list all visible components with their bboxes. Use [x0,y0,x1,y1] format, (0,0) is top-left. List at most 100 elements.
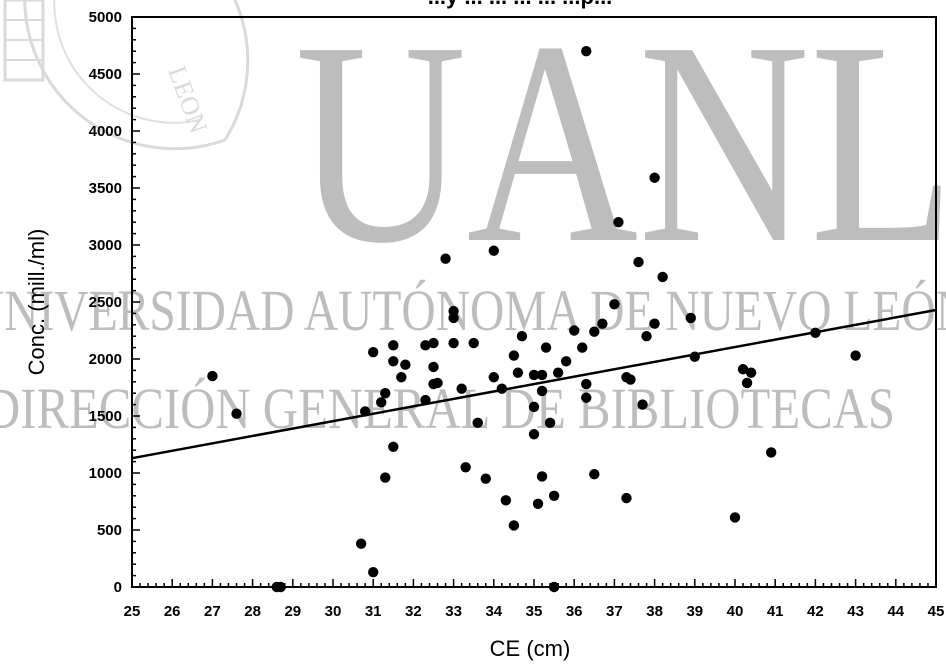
data-point [544,417,556,429]
seal-text: LEON [162,62,213,137]
y-tick-label: 2500 [89,294,122,311]
data-point [613,217,624,228]
x-tick-label: 32 [405,603,422,620]
x-tick-label: 43 [847,603,864,620]
data-point [540,342,552,353]
x-tick-label: 42 [807,603,824,620]
trendline [131,308,937,460]
data-point [528,369,540,381]
data-point [850,350,861,361]
data-point [577,342,588,353]
x-tick-label: 29 [284,603,301,620]
data-point [388,340,399,351]
x-tick-label: 38 [646,603,663,620]
data-point [207,370,218,382]
y-tick-label: 1000 [89,465,122,482]
seal-ring [23,0,250,151]
data-point [741,377,753,389]
data-point [460,462,471,473]
watermark: LEON UANL UNIVERSIDAD AUTÓNOMA DE NUEVO … [0,0,946,441]
data-point [472,417,483,429]
y-tick-label: 4500 [89,66,122,83]
data-point [625,374,636,385]
data-point [765,447,777,458]
data-point [552,367,564,378]
data-point [641,331,652,342]
data-point [685,312,696,324]
data-point [512,367,524,378]
data-point [528,401,540,413]
data-point [569,325,580,336]
data-point [368,566,379,578]
y-tick-label: 5000 [89,9,122,26]
data-point [581,46,592,57]
data-point [468,337,479,349]
scatter-points [207,46,861,593]
data-point [508,350,520,361]
x-tick-labels: 25 26 27 28 29 30 31 32 33 34 35 36 37 38 39 40 41 42 43 44… [124,603,945,620]
data-point [432,377,443,389]
data-point [729,512,741,523]
watermark-line1: UNIVERSIDAD AUTÓNOMA DE NUEVO LEÓN [0,278,946,343]
data-point [480,473,491,484]
watermark-line2: DIRECCIÓN GENERAL DE BIBLIOTECAS [0,376,895,441]
x-tick-label: 28 [244,603,261,620]
x-tick-label: 26 [164,603,181,620]
data-point [745,367,757,378]
data-point [536,471,548,482]
data-point [548,581,560,593]
data-point [581,378,592,390]
data-point [488,372,499,383]
x-tick-label: 33 [445,603,462,620]
data-point [633,256,644,268]
x-tick-label: 41 [767,603,784,620]
data-point [448,337,459,349]
data-point [428,361,439,373]
watermark-big: UANL [295,0,946,303]
data-point [376,397,387,408]
data-point [581,392,592,403]
x-tick-label: 44 [887,603,904,620]
data-point [420,340,431,351]
y-tick-labels: 0 500 1000 1500 2000 2500 3000 3500 4000 4500 5000 [89,9,122,596]
data-point [388,441,399,452]
y-tick-label: 500 [97,522,122,539]
axis-ticks [131,16,937,588]
y-tick-label: 2000 [89,351,122,368]
data-point [231,408,242,419]
data-point [589,326,600,337]
data-point [609,299,620,310]
x-tick-label: 45 [928,603,945,620]
x-tick-label: 25 [124,603,141,620]
data-point [500,495,512,506]
x-tick-label: 39 [686,603,703,620]
data-point [428,337,439,349]
data-point [488,245,499,256]
x-tick-label: 30 [325,603,342,620]
data-point [275,581,286,593]
data-point [536,369,548,381]
y-tick-label: 3000 [89,237,122,254]
data-point [621,492,632,504]
data-point [637,399,648,410]
data-point [536,385,548,397]
data-point [589,468,600,480]
data-point [400,359,411,370]
data-point [649,318,660,329]
data-point [737,364,749,375]
data-point [649,172,660,183]
data-point [560,356,572,367]
y-tick-label: 4000 [89,123,122,140]
x-tick-label: 27 [204,603,221,620]
data-point [597,318,608,329]
x-tick-label: 40 [727,603,744,620]
y-tick-label: 1500 [89,408,122,425]
x-tick-label: 36 [566,603,583,620]
y-tick-label: 0 [114,579,122,596]
x-tick-label: 34 [485,603,502,620]
data-point [456,383,467,394]
data-point [532,498,544,509]
y-axis-title: Conc. (mill./ml) [24,229,49,376]
data-point [440,253,451,264]
